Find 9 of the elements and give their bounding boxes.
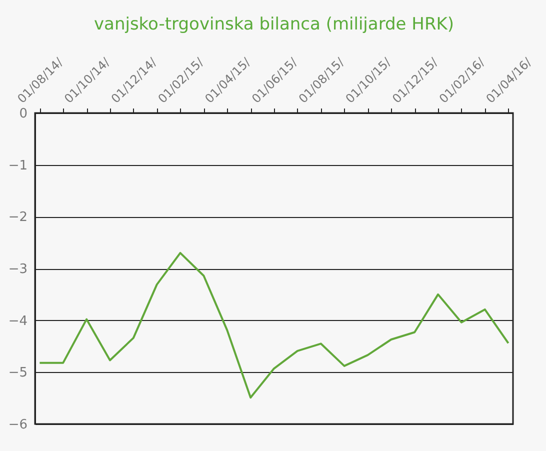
y-tick-label: −2 (8, 210, 28, 226)
y-tick-label: −3 (8, 262, 28, 277)
y-tick-label: 0 (19, 106, 28, 122)
chart-title: vanjsko-trgovinska bilanca (milijarde HRK) (94, 14, 454, 34)
y-tick-label: −6 (8, 418, 28, 432)
y-tick-label: −4 (8, 314, 28, 329)
line-series (38, 252, 510, 399)
y-tick-label: −5 (8, 366, 28, 381)
y-tick-label: −1 (8, 158, 28, 174)
